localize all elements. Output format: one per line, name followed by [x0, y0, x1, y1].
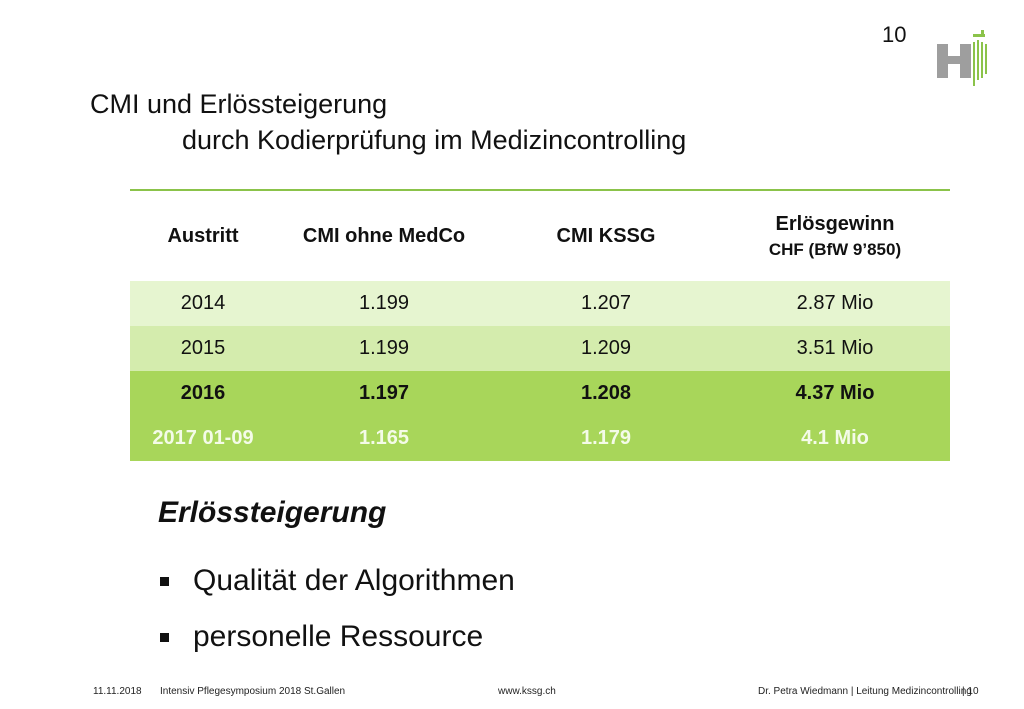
- cell-cmi-kssg: 1.179: [492, 416, 720, 461]
- slide-number: 10: [882, 22, 907, 47]
- cell-cmi-ohne-medco: 1.165: [276, 416, 492, 461]
- cell-year: 2014: [130, 281, 276, 326]
- cell-cmi-ohne-medco: 1.199: [276, 281, 492, 326]
- footer-author: Dr. Petra Wiedmann | Leitung Medizincont…: [758, 686, 972, 697]
- cell-cmi-ohne-medco: 1.199: [276, 326, 492, 371]
- revenue-table: Austritt CMI ohne MedCo CMI KSSG Erlösge…: [130, 189, 950, 461]
- cell-erloesgewinn: 4.37 Mio: [720, 371, 950, 416]
- footer-url[interactable]: www.kssg.ch: [498, 686, 556, 697]
- cell-erloesgewinn: 4.1 Mio: [720, 416, 950, 461]
- list-item: personelle Ressource: [158, 609, 515, 665]
- title-line-1: CMI und Erlössteigerung: [90, 89, 388, 119]
- cell-cmi-ohne-medco: 1.197: [276, 371, 492, 416]
- cell-year: 2016: [130, 371, 276, 416]
- cell-cmi-kssg: 1.207: [492, 281, 720, 326]
- table-row: 2015 1.199 1.209 3.51 Mio: [130, 326, 950, 371]
- footer-date: 11.11.2018: [93, 686, 142, 697]
- header-austritt: Austritt: [167, 224, 239, 247]
- list-item: Qualität der Algorithmen: [158, 553, 515, 609]
- slide-title: CMI und Erlössteigerung durch Kodierprüf…: [90, 86, 686, 158]
- section-heading: Erlössteigerung: [158, 496, 387, 529]
- cell-erloesgewinn: 2.87 Mio: [720, 281, 950, 326]
- bullet-list: Qualität der Algorithmen personelle Ress…: [158, 553, 515, 665]
- table-row: 2014 1.199 1.207 2.87 Mio: [130, 281, 950, 326]
- footer-page: | 10: [962, 686, 979, 697]
- header-erloesgewinn-sub: CHF (BfW 9’850): [768, 239, 902, 259]
- cell-erloesgewinn: 3.51 Mio: [720, 326, 950, 371]
- title-line-2: durch Kodierprüfung im Medizincontrollin…: [182, 125, 687, 155]
- cell-year: 2015: [130, 326, 276, 371]
- square-bullet-icon: [160, 632, 169, 642]
- header-cmi-ohne-medco: CMI ohne MedCo: [302, 224, 466, 247]
- bullet-text: Qualität der Algorithmen: [193, 564, 515, 597]
- cell-cmi-kssg: 1.209: [492, 326, 720, 371]
- header-erloesgewinn-label: Erlösgewinn: [775, 212, 895, 235]
- table-row: 2016 1.197 1.208 4.37 Mio: [130, 371, 950, 416]
- table-row: 2017 01-09 1.165 1.179 4.1 Mio: [130, 416, 950, 461]
- hospital-logo-icon: [937, 30, 987, 86]
- header-cmi-kssg: CMI KSSG: [556, 224, 656, 247]
- footer-event: Intensiv Pflegesymposium 2018 St.Gallen: [160, 686, 346, 697]
- square-bullet-icon: [160, 576, 169, 586]
- header-erloesgewinn: Erlösgewinn CHF (BfW 9’850): [720, 190, 950, 281]
- cell-year: 2017 01-09: [130, 416, 276, 461]
- cell-cmi-kssg: 1.208: [492, 371, 720, 416]
- bullet-text: personelle Ressource: [193, 620, 484, 653]
- table-header-row: Austritt CMI ohne MedCo CMI KSSG Erlösge…: [130, 190, 950, 281]
